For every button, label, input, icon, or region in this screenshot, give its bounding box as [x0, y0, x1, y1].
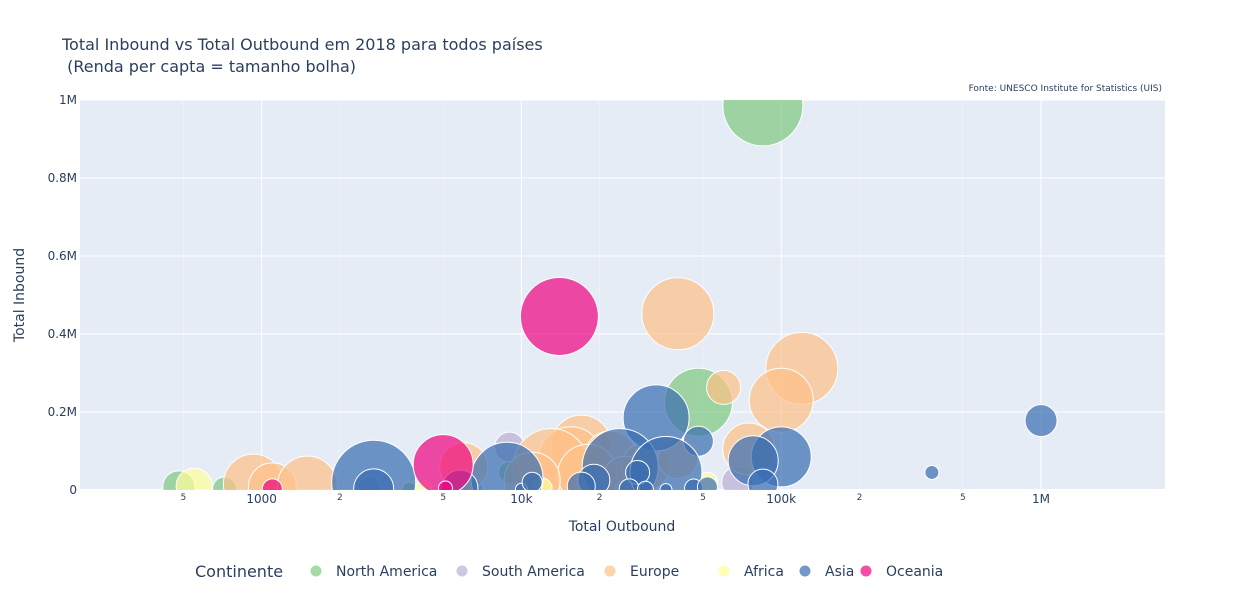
x-minor-tick-label: 2 — [597, 493, 603, 503]
legend-marker — [799, 565, 811, 577]
series-oceania — [261, 276, 599, 499]
legend-label: South America — [482, 564, 585, 580]
series-asia — [331, 384, 1058, 524]
y-tick-label: 0 — [69, 483, 77, 497]
y-tick-label: 0.2M — [48, 405, 77, 419]
bubble-point[interactable] — [618, 478, 640, 499]
x-tick-label: 10k — [510, 492, 532, 506]
legend-marker — [860, 565, 872, 577]
bubble-point[interactable] — [331, 439, 417, 524]
legend-marker — [456, 565, 468, 577]
legend-item-south-america[interactable]: South America — [456, 564, 585, 580]
source-annotation: Fonte: UNESCO Institute for Statistics (… — [969, 84, 1162, 94]
x-minor-tick-label: 5 — [181, 493, 187, 503]
bubble-point[interactable] — [175, 467, 213, 504]
bubble-point[interactable] — [722, 66, 804, 147]
bubble-point[interactable] — [437, 480, 453, 495]
bubble-point[interactable] — [747, 468, 779, 499]
y-axis-ticks: 0 0.2M 0.4M 0.6M 0.8M 1M — [48, 93, 77, 497]
bubble-point[interactable] — [659, 483, 673, 496]
legend-label: North America — [336, 564, 437, 580]
x-tick-label: 100k — [766, 492, 796, 506]
bubble-point[interactable] — [276, 455, 338, 516]
y-tick-label: 0.4M — [48, 327, 77, 341]
legend-item-asia[interactable]: Asia — [799, 564, 855, 580]
bubble-point[interactable] — [706, 369, 742, 405]
y-tick-label: 0.6M — [48, 249, 77, 263]
legend-label: Asia — [825, 564, 854, 580]
bubble-point[interactable] — [521, 471, 543, 492]
bubble-point[interactable] — [566, 471, 596, 500]
bubbles-layer — [162, 66, 1058, 524]
legend-title: Continente — [195, 562, 283, 581]
x-minor-tick-label: 5 — [960, 493, 966, 503]
x-minor-tick-label: 5 — [440, 493, 446, 503]
chart-subtitle: (Renda per capta = tamanho bolha) — [62, 57, 356, 76]
legend-label: Africa — [744, 564, 784, 580]
legend-item-europe[interactable]: Europe — [604, 564, 680, 580]
bubble-point[interactable] — [636, 480, 654, 497]
bubble-point[interactable] — [924, 464, 940, 480]
x-axis-ticks: 1000 10k 100k 1M 5 2 5 2 5 2 5 — [181, 492, 1051, 506]
legend: Continente North America South America Eur… — [195, 562, 943, 581]
legend-marker — [604, 565, 616, 577]
grid-lines — [80, 99, 1165, 491]
legend-item-africa[interactable]: Africa — [718, 564, 784, 580]
bubble-point[interactable] — [1024, 404, 1058, 438]
x-minor-tick-label: 2 — [857, 493, 863, 503]
legend-marker — [310, 565, 322, 577]
bubble-point[interactable] — [261, 478, 283, 499]
legend-label: Oceania — [886, 564, 943, 580]
chart-title: Total Inbound vs Total Outbound em 2018 … — [61, 35, 543, 54]
bubble-point[interactable] — [748, 367, 814, 433]
plot-area — [80, 100, 1165, 490]
bubble-point[interactable] — [696, 476, 718, 497]
legend-item-north-america[interactable]: North America — [310, 564, 438, 580]
legend-item-oceania[interactable]: Oceania — [860, 564, 944, 580]
x-minor-tick-label: 5 — [700, 493, 706, 503]
x-axis-title: Total Outbound — [568, 519, 676, 535]
y-axis-title: Total Inbound — [12, 248, 28, 343]
x-minor-tick-label: 2 — [337, 493, 343, 503]
bubble-point[interactable] — [641, 277, 715, 351]
bubble-point[interactable] — [353, 468, 395, 509]
x-tick-label: 1M — [1032, 492, 1050, 506]
bubble-point[interactable] — [519, 276, 599, 356]
y-tick-label: 0.8M — [48, 171, 77, 185]
legend-marker — [718, 565, 730, 577]
y-tick-label: 1M — [59, 93, 77, 107]
bubble-point[interactable] — [412, 434, 474, 495]
x-tick-label: 1000 — [246, 492, 277, 506]
legend-label: Europe — [630, 564, 679, 580]
